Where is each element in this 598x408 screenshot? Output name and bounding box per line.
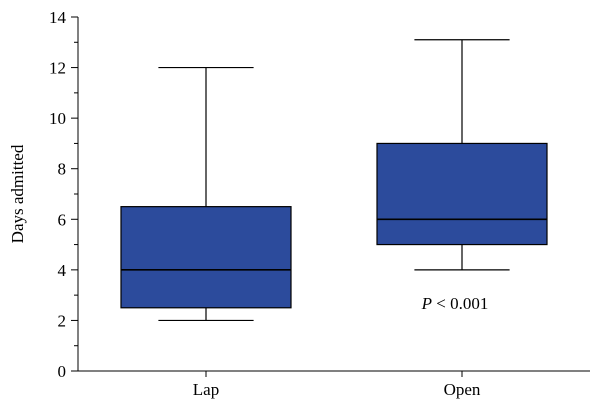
axes: 0 2 4 6 8 10 12 14 Lap Open	[49, 8, 590, 399]
x-category-label: Lap	[193, 380, 219, 399]
p-value-annotation: P < 0.001	[421, 294, 489, 313]
y-tick-label: 8	[58, 160, 67, 179]
boxes	[120, 39, 548, 322]
x-category-label: Open	[444, 380, 481, 399]
y-tick-label: 2	[58, 311, 67, 330]
y-tick-label: 10	[49, 109, 66, 128]
y-tick-label: 4	[58, 261, 67, 280]
y-tick-label: 0	[58, 362, 67, 381]
y-tick-label: 6	[58, 210, 67, 229]
y-tick-label: 14	[49, 8, 67, 27]
p-value-text: < 0.001	[432, 294, 488, 313]
p-symbol: P	[421, 294, 432, 313]
box-lap	[120, 66, 292, 322]
box-open	[376, 39, 548, 271]
iqr-box	[120, 206, 292, 309]
iqr-box	[376, 142, 548, 246]
y-axis-title: Days admitted	[8, 144, 27, 243]
y-tick-label: 12	[49, 59, 66, 78]
